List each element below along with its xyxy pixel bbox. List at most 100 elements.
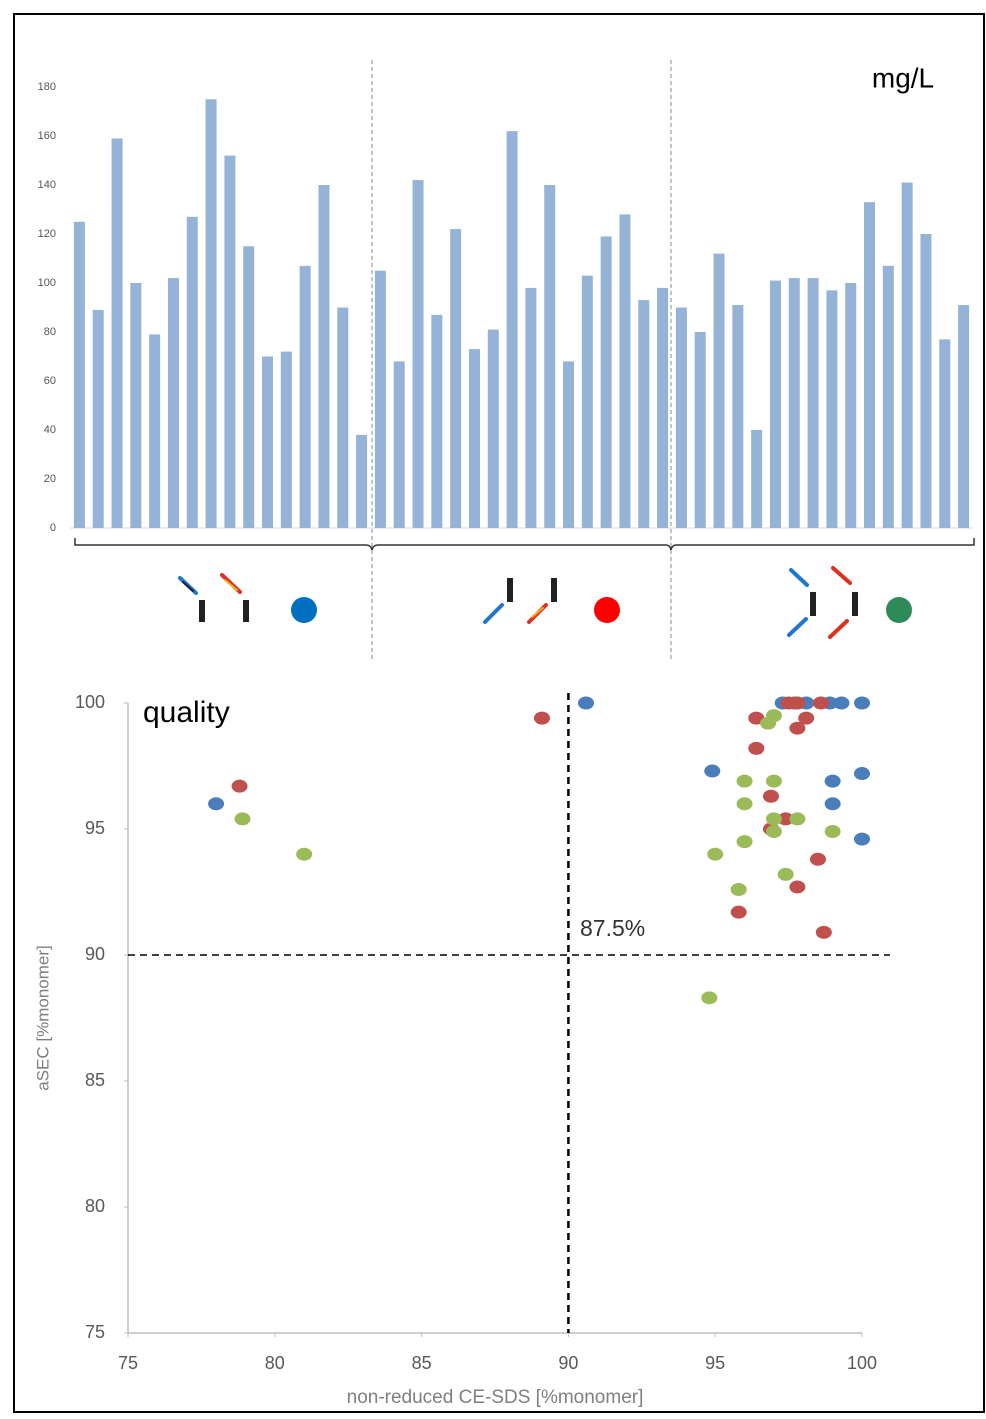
bar [318,185,329,528]
bar [770,281,781,528]
bar [356,435,367,528]
data-point [766,812,782,825]
data-point [810,853,826,866]
y-tick-label: 75 [85,1322,105,1342]
data-point [825,775,841,788]
x-tick-label: 80 [265,1353,285,1373]
x-tick-label: 90 [558,1353,578,1373]
bar [883,266,894,528]
bar [619,214,630,528]
bar [789,278,800,528]
bar [507,131,518,528]
data-point [208,797,224,810]
bar [638,300,649,528]
data-point [737,775,753,788]
bar [808,278,819,528]
bar [206,99,217,528]
data-point [766,775,782,788]
x-axis-title: non-reduced CE-SDS [%monomer] [347,1387,644,1408]
y-tick-label: 100 [38,277,56,289]
bar [394,361,405,528]
bar [413,180,424,528]
bar [958,305,969,528]
bar [544,185,555,528]
bar [243,246,254,528]
bar [657,288,668,528]
bar [864,202,875,528]
y-axis-title: aSEC [%monomer] [33,945,52,1091]
data-point [825,797,841,810]
bar [582,276,593,528]
quality-annotation: quality [143,696,230,729]
data-point [789,697,805,710]
y-tick-label: 80 [44,326,56,338]
y-tick-label: 180 [38,81,56,93]
data-point [701,991,717,1004]
bar [525,288,536,528]
data-point [737,797,753,810]
data-point [789,812,805,825]
bar [469,349,480,528]
x-tick-label: 75 [118,1353,138,1373]
bar [187,217,198,528]
bar [601,236,612,528]
bar [695,332,706,528]
page: mg/L quality non-reduced CE-SDS [%monome… [0,0,986,1419]
y-tick-label: 60 [44,375,56,387]
y-tick-label: 80 [85,1196,105,1216]
figure: mg/L quality non-reduced CE-SDS [%monome… [0,0,986,1414]
bar [112,138,123,528]
data-point [778,868,794,881]
bar [262,357,273,529]
x-tick-label: 100 [847,1353,877,1373]
bar [224,156,235,528]
data-point [235,812,251,825]
data-point [816,926,832,939]
bar [149,334,160,528]
data-point [833,697,849,710]
data-point [766,825,782,838]
bar [74,222,85,528]
data-point [534,712,550,725]
data-point [854,833,870,846]
y-tick-label: 95 [85,818,105,838]
bar [488,330,499,528]
bar [130,283,141,528]
bar [826,290,837,528]
unit-annotation: mg/L [872,62,934,93]
data-point [578,697,594,710]
y-tick-label: 100 [75,692,105,712]
bar [300,266,311,528]
bar [337,308,348,529]
data-point [731,883,747,896]
data-point [854,697,870,710]
data-point [707,848,723,861]
data-point [766,709,782,722]
y-tick-label: 160 [38,130,56,142]
data-point [789,880,805,893]
y-tick-label: 40 [44,424,56,436]
y-tick-label: 0 [50,522,56,534]
bar [751,430,762,528]
bar [281,352,292,528]
bar [450,229,461,528]
bar [93,310,104,528]
bar [714,254,725,528]
bar [563,361,574,528]
x-tick-label: 95 [705,1353,725,1373]
data-point [854,767,870,780]
y-tick-label: 140 [38,179,56,191]
data-point [813,697,829,710]
data-point [731,906,747,919]
data-point [704,765,720,778]
y-tick-label: 85 [85,1070,105,1090]
bar [845,283,856,528]
bar [920,234,931,528]
bar [431,315,442,528]
y-tick-label: 20 [44,473,56,485]
data-point [748,742,764,755]
data-point [825,825,841,838]
bar [939,339,950,528]
data-point [232,780,248,793]
bar [676,308,687,529]
